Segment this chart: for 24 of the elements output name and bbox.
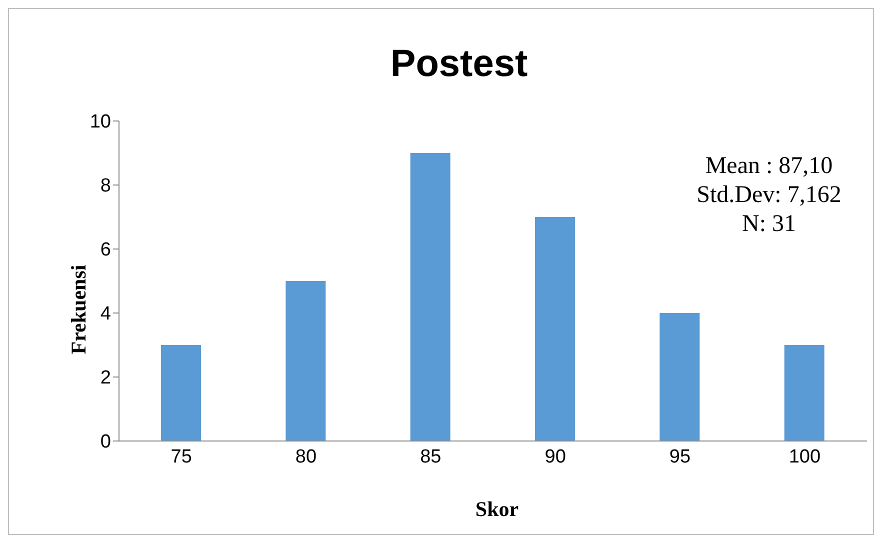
- y-tick-label: 8: [100, 176, 111, 197]
- x-tick-label: 100: [788, 446, 821, 468]
- bar: [784, 345, 824, 441]
- y-tick-label: 2: [100, 368, 111, 389]
- bar: [286, 281, 326, 441]
- annotation: Mean : 87,10: [704, 152, 834, 181]
- x-tick-label: 80: [295, 446, 317, 468]
- x-tick-label: 90: [544, 446, 566, 468]
- y-tick-label: 4: [100, 304, 112, 325]
- y-tick-label: 10: [90, 112, 111, 133]
- bar: [660, 313, 700, 441]
- y-tick-label: 0: [100, 432, 111, 453]
- bar: [535, 217, 575, 441]
- x-tick-label: 75: [170, 446, 192, 468]
- y-tick-label: 6: [100, 240, 111, 261]
- bar: [161, 345, 201, 441]
- y-axis-title: Frekuensi: [66, 264, 92, 356]
- x-axis-title: Skor: [474, 497, 520, 522]
- annotation: N: 31: [741, 210, 797, 239]
- x-tick-label: 85: [420, 446, 442, 468]
- x-tick-label: 95: [669, 446, 691, 468]
- chart-title: Postest: [389, 43, 529, 86]
- annotation: Std.Dev: 7,162: [696, 181, 842, 210]
- bar: [410, 153, 450, 441]
